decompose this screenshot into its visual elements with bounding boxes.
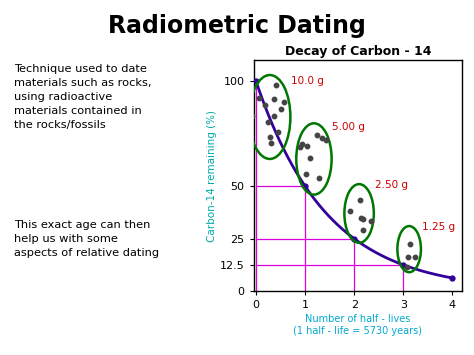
Text: 5.00 g: 5.00 g: [332, 122, 365, 132]
X-axis label: Number of half - lives
(1 half - life = 5730 years): Number of half - lives (1 half - life = …: [293, 314, 422, 336]
Text: 10.0 g: 10.0 g: [292, 76, 324, 86]
Text: 2.50 g: 2.50 g: [375, 180, 408, 190]
Y-axis label: Carbon-14 remaining (%): Carbon-14 remaining (%): [207, 110, 217, 242]
Text: Technique used to date
materials such as rocks,
using radioactive
materials cont: Technique used to date materials such as…: [14, 64, 152, 130]
Text: This exact age can then
help us with some
aspects of relative dating: This exact age can then help us with som…: [14, 220, 159, 258]
Text: Radiometric Dating: Radiometric Dating: [108, 14, 366, 38]
Text: 1.25 g: 1.25 g: [422, 222, 455, 233]
Title: Decay of Carbon - 14: Decay of Carbon - 14: [284, 45, 431, 58]
